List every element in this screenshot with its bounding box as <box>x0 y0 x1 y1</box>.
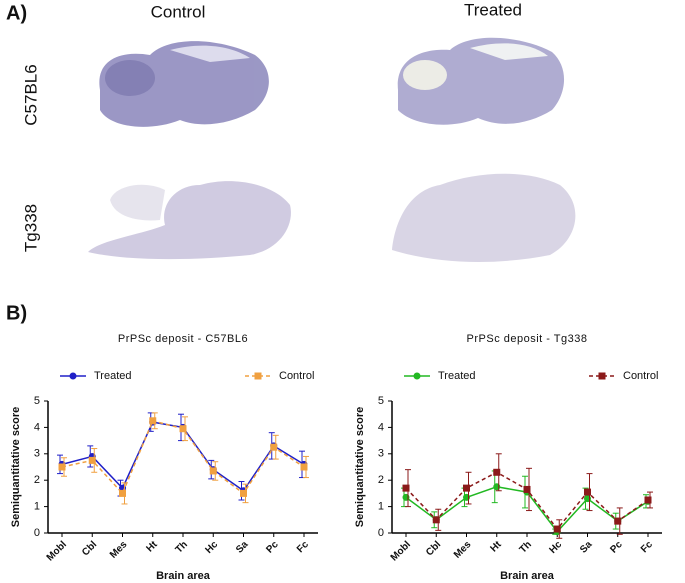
chart-title: PrPSc deposit - Tg338 <box>467 333 588 345</box>
x-axis-label: Brain area <box>156 570 211 582</box>
chart-title: PrPSc deposit - C57BL6 <box>118 333 248 345</box>
data-point <box>69 372 77 380</box>
x-tick-label: Sa <box>234 539 251 556</box>
x-tick-label: Sa <box>578 539 595 556</box>
x-tick-label: Mes <box>108 539 130 561</box>
y-tick-label: 5 <box>378 395 384 407</box>
data-point <box>413 372 421 380</box>
row-label: C57BL6 <box>21 64 40 125</box>
brain-section <box>397 37 565 125</box>
data-point <box>432 516 440 524</box>
x-tick-label: Cbl <box>424 539 443 558</box>
data-point <box>240 489 247 497</box>
panel-label: B) <box>6 302 27 324</box>
x-tick-label: Pc <box>608 539 625 556</box>
x-tick-label: Mobl <box>45 539 69 563</box>
data-point <box>179 425 187 433</box>
x-tick-label: Cbl <box>80 539 99 558</box>
y-tick-label: 5 <box>34 395 40 407</box>
x-tick-label: Hc <box>547 539 564 556</box>
data-point <box>463 484 470 492</box>
brain-section <box>99 41 269 127</box>
y-axis-label: Semiquantitative score <box>10 407 22 527</box>
y-tick-label: 0 <box>34 527 40 539</box>
data-point <box>614 517 622 525</box>
y-tick-label: 4 <box>34 421 40 433</box>
series-line <box>61 421 305 492</box>
data-point <box>88 456 96 464</box>
x-axis-label: Brain area <box>500 570 555 582</box>
data-point <box>300 463 308 471</box>
data-point <box>553 525 561 533</box>
x-tick-label: Fc <box>295 539 311 555</box>
y-axis-label: Semiquantitative score <box>354 407 366 527</box>
data-point <box>523 485 531 493</box>
data-point <box>402 484 410 492</box>
data-point <box>149 417 157 425</box>
x-tick-label: Pc <box>264 539 281 556</box>
data-point <box>58 463 66 471</box>
data-point <box>209 467 217 475</box>
data-point <box>270 443 278 451</box>
x-tick-label: Th <box>174 539 190 555</box>
y-tick-label: 2 <box>378 474 384 486</box>
data-point <box>584 488 591 496</box>
brain-section <box>392 173 576 262</box>
x-tick-label: Hc <box>203 539 220 556</box>
column-label: Treated <box>464 0 522 19</box>
x-tick-label: Mobl <box>389 539 413 563</box>
legend-label: Treated <box>438 370 476 382</box>
data-point <box>598 372 606 380</box>
y-tick-label: 0 <box>378 527 384 539</box>
data-point <box>644 496 652 504</box>
panel-label: A) <box>6 2 27 24</box>
legend-label: Control <box>279 370 314 382</box>
row-label: Tg338 <box>21 204 40 252</box>
y-tick-label: 1 <box>34 501 40 513</box>
series-line <box>405 471 649 531</box>
y-tick-label: 3 <box>378 448 384 460</box>
x-tick-label: Mes <box>452 539 474 561</box>
legend-label: Treated <box>94 370 132 382</box>
x-tick-label: Th <box>518 539 534 555</box>
data-point <box>254 372 262 380</box>
y-tick-label: 3 <box>34 448 40 460</box>
data-point <box>119 489 126 497</box>
x-tick-label: Ht <box>144 539 160 555</box>
brain-section <box>88 181 291 260</box>
x-tick-label: Ht <box>488 539 504 555</box>
column-label: Control <box>151 2 206 21</box>
y-tick-label: 2 <box>34 474 40 486</box>
x-tick-label: Fc <box>639 539 655 555</box>
y-tick-label: 1 <box>378 501 384 513</box>
data-point <box>493 468 501 476</box>
legend-label: Control <box>623 370 658 382</box>
y-tick-label: 4 <box>378 421 384 433</box>
